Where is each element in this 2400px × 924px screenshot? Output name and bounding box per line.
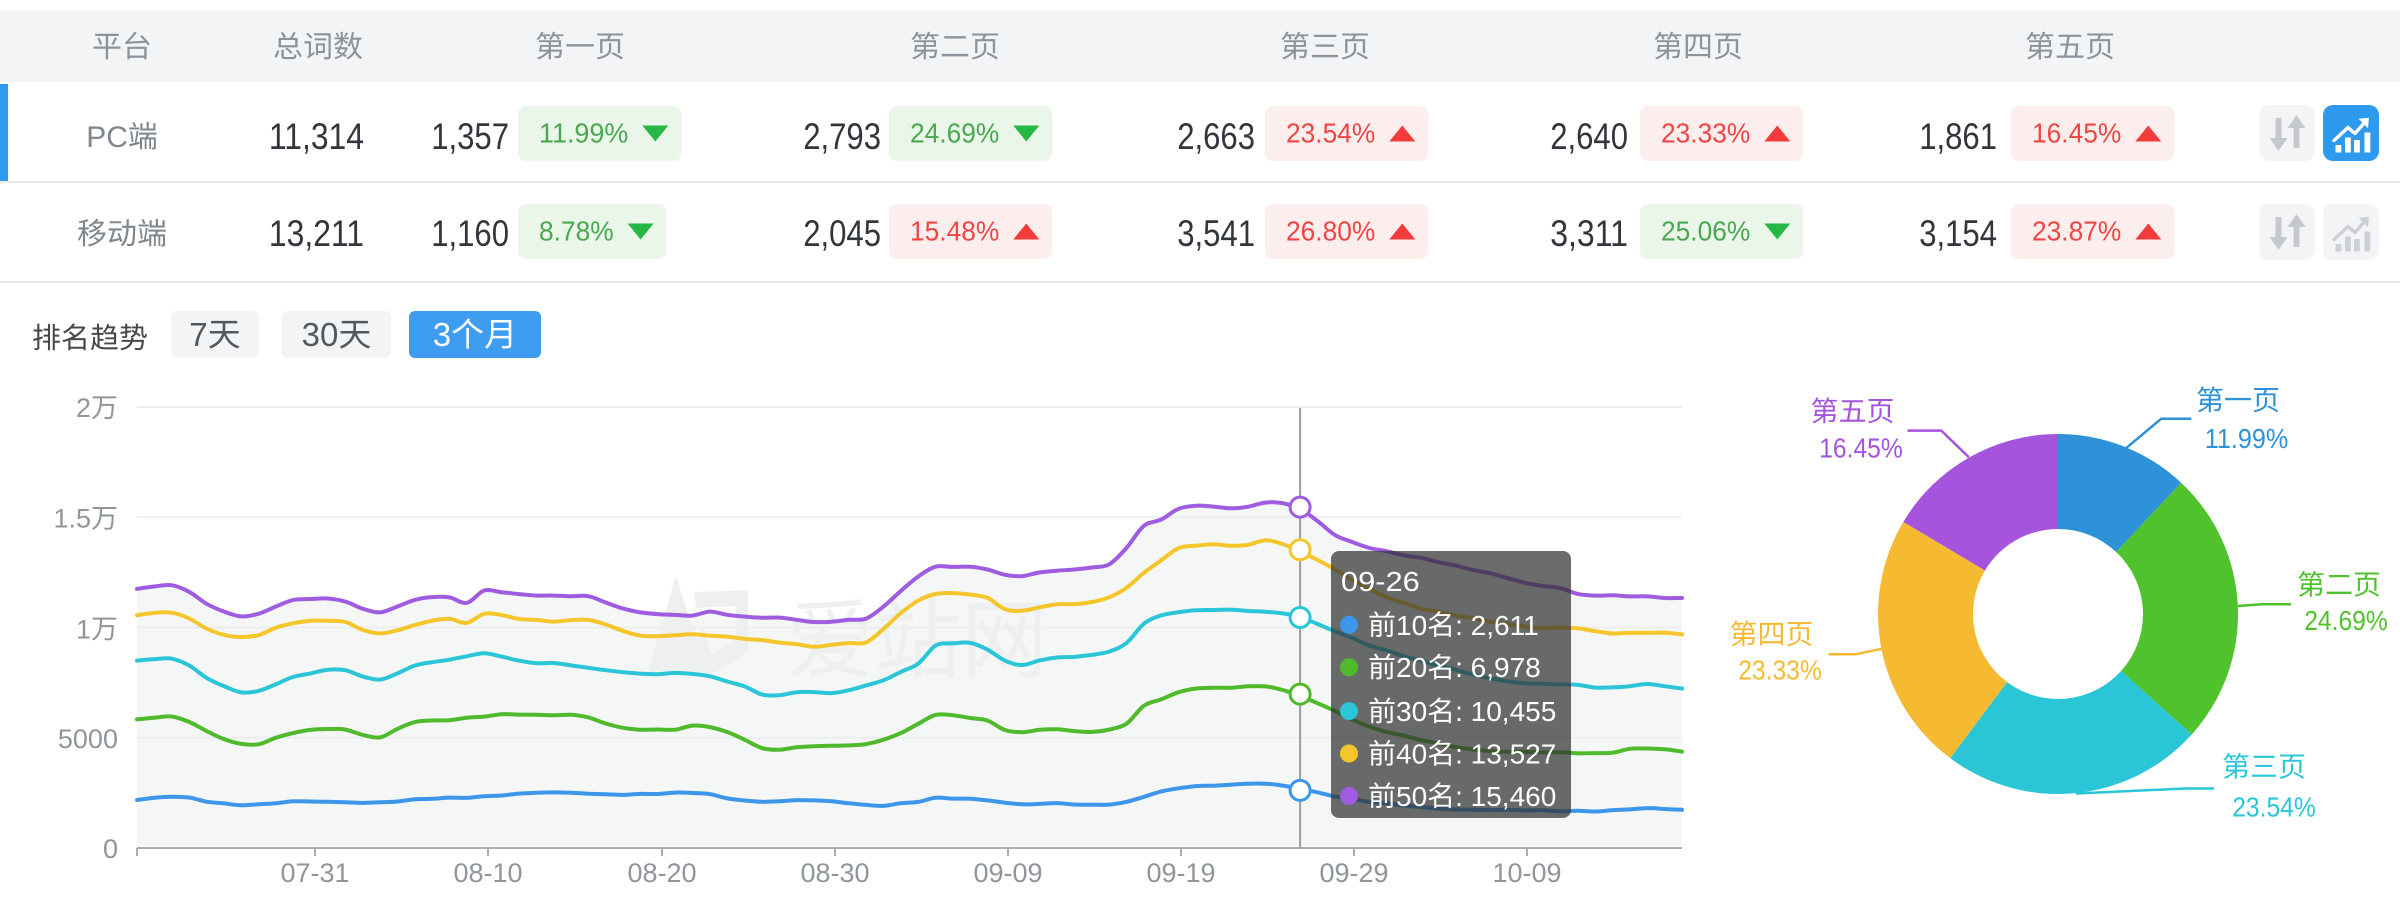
svg-text:23.54%: 23.54%: [1286, 118, 1375, 149]
svg-text:11,314: 11,314: [269, 116, 364, 157]
svg-text:3,311: 3,311: [1550, 213, 1628, 254]
svg-text:10: 10: [1396, 610, 1427, 641]
svg-text:2,045: 2,045: [803, 213, 881, 254]
svg-text:: 15,460: : 15,460: [1455, 781, 1556, 812]
svg-text:1,357: 1,357: [431, 116, 509, 157]
svg-text:30: 30: [1396, 696, 1427, 727]
svg-text:30: 30: [302, 316, 339, 353]
svg-text:09-29: 09-29: [1320, 858, 1389, 888]
svg-text:1,160: 1,160: [431, 213, 509, 254]
svg-text:08-20: 08-20: [628, 858, 697, 888]
svg-text:07-31: 07-31: [281, 858, 350, 888]
svg-text:2,663: 2,663: [1177, 116, 1255, 157]
svg-text:15.48%: 15.48%: [910, 216, 999, 247]
svg-text:1: 1: [76, 614, 91, 644]
svg-text:PC: PC: [86, 121, 128, 154]
svg-text:16.45%: 16.45%: [2032, 118, 2121, 149]
svg-text:1.5: 1.5: [54, 504, 92, 534]
svg-text:26.80%: 26.80%: [1286, 216, 1375, 247]
svg-text:10-09: 10-09: [1493, 858, 1562, 888]
svg-text:3: 3: [433, 316, 451, 353]
svg-text:3,541: 3,541: [1177, 213, 1255, 254]
svg-text:8.78%: 8.78%: [539, 216, 614, 247]
svg-text:25.06%: 25.06%: [1661, 216, 1750, 247]
svg-text:09-09: 09-09: [974, 858, 1043, 888]
svg-text:40: 40: [1396, 739, 1427, 770]
svg-text:24.69%: 24.69%: [2304, 605, 2388, 636]
svg-text:: 10,455: : 10,455: [1455, 696, 1556, 727]
svg-text:: 6,978: : 6,978: [1455, 652, 1541, 683]
svg-text:13,211: 13,211: [269, 213, 364, 254]
svg-text:23.33%: 23.33%: [1661, 118, 1750, 149]
svg-text:16.45%: 16.45%: [1819, 433, 1903, 464]
svg-text:2,640: 2,640: [1550, 116, 1628, 157]
svg-text:09-26: 09-26: [1341, 566, 1420, 597]
svg-text:5000: 5000: [58, 724, 118, 754]
svg-text:0: 0: [103, 834, 118, 864]
svg-text:20: 20: [1396, 652, 1427, 683]
svg-text:1,861: 1,861: [1919, 116, 1997, 157]
svg-text:3,154: 3,154: [1919, 213, 1997, 254]
svg-text:24.69%: 24.69%: [910, 118, 999, 149]
svg-text:11.99%: 11.99%: [539, 118, 628, 149]
svg-text:09-19: 09-19: [1147, 858, 1216, 888]
svg-text:7: 7: [189, 316, 207, 353]
svg-text:23.33%: 23.33%: [1738, 655, 1822, 686]
svg-text:11.99%: 11.99%: [2205, 423, 2289, 454]
svg-text:08-10: 08-10: [454, 858, 523, 888]
svg-text:: 13,527: : 13,527: [1455, 739, 1556, 770]
svg-text:23.54%: 23.54%: [2232, 792, 2316, 823]
svg-text:23.87%: 23.87%: [2032, 216, 2121, 247]
svg-text:50: 50: [1396, 781, 1427, 812]
svg-text:08-30: 08-30: [801, 858, 870, 888]
svg-text:: 2,611: : 2,611: [1455, 610, 1539, 641]
svg-text:2,793: 2,793: [803, 116, 881, 157]
svg-text:2: 2: [76, 393, 91, 423]
